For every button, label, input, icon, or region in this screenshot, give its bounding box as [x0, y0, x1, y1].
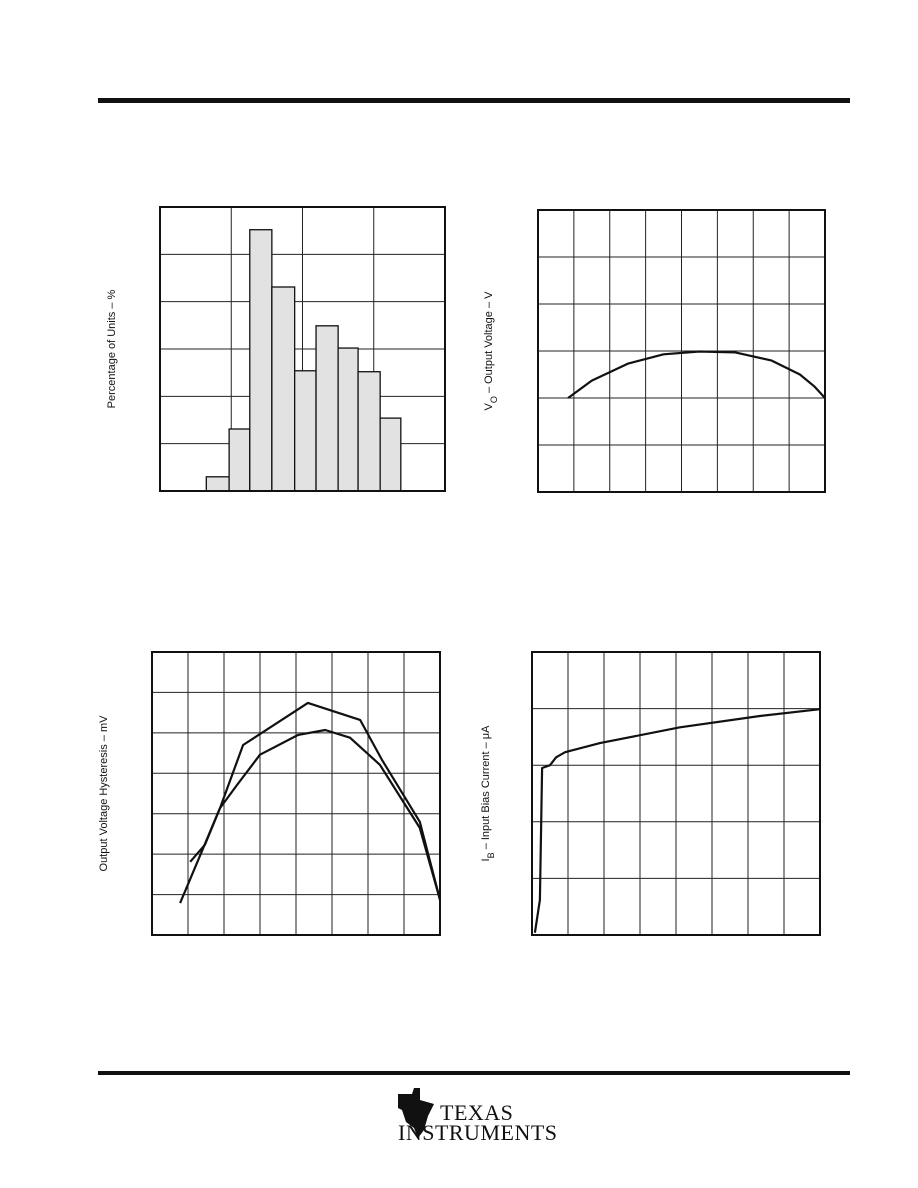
curve [189, 728, 442, 901]
bar [379, 417, 402, 492]
ti-logo: TEXAS INSTRUMENTS [398, 1088, 558, 1145]
bar [228, 428, 251, 492]
y-axis-label-part: Percentage of Units – % [106, 289, 118, 408]
curve [567, 350, 826, 399]
bar [249, 229, 273, 492]
plot-frame [531, 651, 821, 936]
footer-rule [98, 1071, 850, 1075]
chart: Output Voltage Hysteresis – mV [98, 651, 442, 936]
chart: IB – Input Bias Current – μA [480, 651, 821, 936]
curve [533, 708, 821, 933]
curve [179, 701, 442, 904]
y-axis-label-part: B [486, 852, 496, 858]
plot-frame [151, 651, 441, 936]
chart: Percentage of Units – % [106, 206, 446, 492]
logo-line1: TEXAS [440, 1100, 513, 1125]
y-axis-label-part: I [480, 858, 492, 861]
logo-line2: INSTRUMENTS [398, 1120, 558, 1145]
bar [337, 347, 359, 492]
plot-frame [537, 209, 826, 493]
y-axis-label-part: V [483, 402, 495, 410]
y-axis-label-part: – Output Voltage – V [483, 291, 495, 396]
chart: VO – Output Voltage – V [483, 209, 826, 493]
logo-icon [398, 1088, 434, 1138]
bar [357, 371, 381, 492]
plot-frame [159, 206, 446, 492]
y-axis-label: IB – Input Bias Current – μA [480, 725, 496, 862]
y-axis-label-part: O [489, 396, 499, 403]
y-axis-label-part: – Input Bias Current – μA [480, 725, 492, 852]
bar [294, 370, 317, 492]
bar [271, 286, 296, 492]
y-axis-label: Percentage of Units – % [106, 289, 118, 408]
header-rule [98, 98, 850, 103]
bar [315, 325, 339, 492]
bar [205, 476, 230, 492]
y-axis-label-part: Output Voltage Hysteresis – mV [98, 715, 110, 872]
y-axis-label: Output Voltage Hysteresis – mV [98, 715, 110, 872]
y-axis-label: VO – Output Voltage – V [483, 291, 499, 411]
